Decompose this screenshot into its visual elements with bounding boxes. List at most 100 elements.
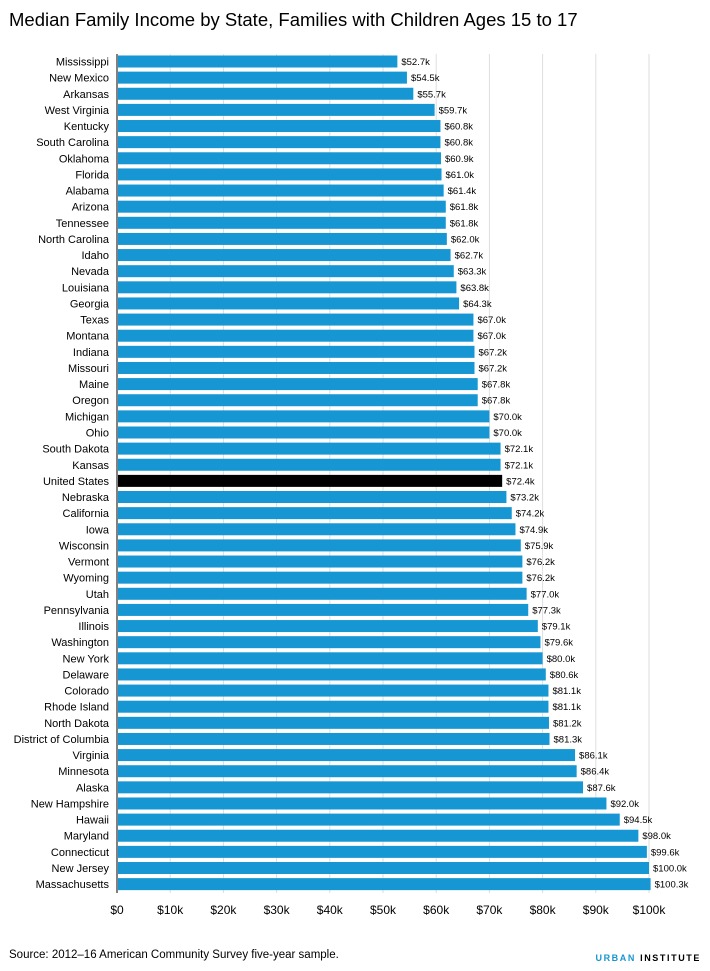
bar — [118, 813, 620, 826]
category-label: Michigan — [65, 411, 109, 423]
category-label: Vermont — [68, 557, 109, 569]
bar — [118, 732, 550, 745]
bar — [118, 120, 441, 133]
value-label: $72.1k — [505, 444, 534, 455]
category-label: Rhode Island — [44, 702, 109, 714]
category-label: Georgia — [70, 298, 110, 310]
value-label: $70.0k — [493, 412, 522, 423]
value-label: $72.4k — [506, 476, 535, 487]
value-label: $63.8k — [460, 283, 489, 294]
category-label: Wisconsin — [59, 540, 109, 552]
category-label: Louisiana — [62, 282, 110, 294]
category-label: Hawaii — [76, 815, 109, 827]
value-label: $80.6k — [550, 670, 579, 681]
category-label: Massachusetts — [36, 879, 110, 891]
value-label: $79.6k — [544, 638, 573, 649]
category-label: Connecticut — [51, 847, 109, 859]
bar — [118, 249, 451, 262]
category-label: Idaho — [81, 250, 109, 262]
category-label: Montana — [66, 331, 110, 343]
value-label: $80.0k — [547, 654, 576, 665]
value-label: $67.8k — [482, 396, 511, 407]
value-label: $76.2k — [526, 557, 555, 568]
category-label: Wyoming — [63, 573, 109, 585]
category-label: Virginia — [73, 750, 110, 762]
category-label: Texas — [80, 315, 109, 327]
category-label: Delaware — [63, 669, 109, 681]
bar — [118, 797, 607, 810]
category-label: California — [63, 508, 110, 520]
category-label: Kentucky — [64, 121, 110, 133]
bar — [118, 878, 651, 891]
bar — [118, 700, 549, 713]
category-label: Nebraska — [62, 492, 110, 504]
x-tick-label: $60k — [423, 903, 450, 917]
value-label: $60.8k — [444, 138, 473, 149]
category-label: South Dakota — [42, 444, 110, 456]
x-tick-label: $70k — [476, 903, 503, 917]
value-label: $92.0k — [610, 799, 639, 810]
value-label: $67.0k — [477, 315, 506, 326]
category-label: South Carolina — [36, 137, 110, 149]
value-label: $63.3k — [458, 267, 487, 278]
category-label: Utah — [86, 589, 109, 601]
brand-word-institute: INSTITUTE — [640, 953, 701, 963]
bar — [118, 200, 446, 213]
category-label: Nevada — [71, 266, 110, 278]
value-label: $67.8k — [482, 380, 511, 391]
x-tick-label: $30k — [264, 903, 291, 917]
category-label: District of Columbia — [14, 734, 110, 746]
category-label: Indiana — [73, 347, 110, 359]
category-label: New York — [63, 653, 110, 665]
bar — [118, 265, 454, 278]
bar — [118, 216, 446, 229]
bar — [118, 555, 523, 568]
category-label: Missouri — [68, 363, 109, 375]
value-label: $74.2k — [516, 509, 545, 520]
value-label: $61.8k — [450, 202, 479, 213]
x-tick-label: $50k — [370, 903, 397, 917]
x-tick-label: $90k — [583, 903, 610, 917]
value-label: $77.0k — [531, 589, 560, 600]
value-label: $67.0k — [477, 331, 506, 342]
value-label: $54.5k — [411, 73, 440, 84]
bar — [118, 636, 541, 649]
value-label: $81.1k — [552, 702, 581, 713]
value-label: $81.2k — [553, 718, 582, 729]
bar — [118, 426, 490, 439]
bar — [118, 458, 501, 471]
category-label: New Hampshire — [31, 798, 109, 810]
category-label: Mississippi — [56, 57, 109, 69]
bar — [118, 862, 649, 874]
category-label: Oklahoma — [59, 153, 110, 165]
bar — [118, 378, 478, 391]
x-tick-label: $20k — [210, 903, 237, 917]
bar — [118, 103, 435, 116]
bar — [118, 587, 527, 600]
bar — [118, 152, 441, 165]
bar — [118, 297, 460, 310]
category-label: North Carolina — [38, 234, 110, 246]
value-label: $60.8k — [444, 122, 473, 133]
bar — [118, 749, 576, 762]
bar — [118, 684, 549, 697]
bar — [118, 442, 501, 455]
bar — [118, 168, 442, 181]
value-label: $81.1k — [552, 686, 581, 697]
bar — [118, 184, 444, 197]
value-label: $62.0k — [451, 234, 480, 245]
category-label: Colorado — [64, 686, 109, 698]
category-label: Pennsylvania — [44, 605, 110, 617]
value-label: $61.4k — [448, 186, 477, 197]
value-label: $55.7k — [417, 89, 446, 100]
category-label: North Dakota — [44, 718, 110, 730]
category-label: Minnesota — [58, 766, 110, 778]
category-label: West Virginia — [45, 105, 110, 117]
bar — [118, 281, 457, 294]
category-label: Oregon — [72, 395, 109, 407]
bar — [118, 845, 647, 858]
value-label: $99.6k — [651, 847, 680, 858]
x-tick-label: $10k — [157, 903, 184, 917]
value-label: $81.3k — [554, 734, 583, 745]
